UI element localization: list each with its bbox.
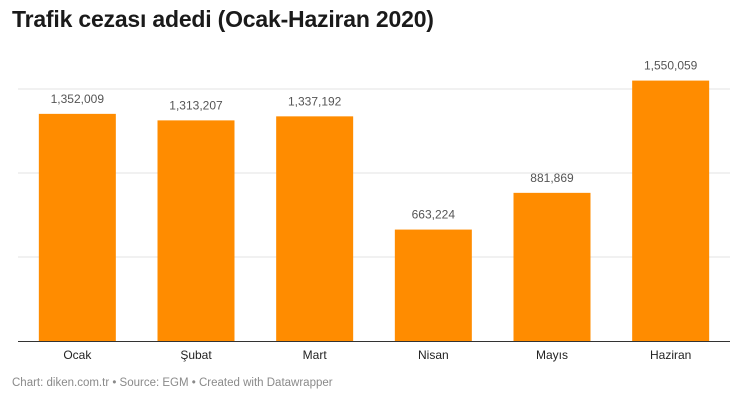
bar-5 (632, 80, 710, 341)
chart-title: Trafik cezası adedi (Ocak-Haziran 2020) (12, 6, 434, 32)
bars (38, 80, 710, 341)
bar-0 (38, 113, 116, 341)
category-labels: Ocak Şubat Mart Nisan Mayıs Haziran (63, 348, 691, 362)
bar-2 (276, 116, 354, 341)
value-label: 663,224 (412, 208, 456, 222)
gridlines (18, 88, 730, 258)
chart-footer: Chart: diken.com.tr • Source: EGM • Crea… (12, 377, 333, 389)
bar-4 (513, 192, 591, 341)
category-label: Haziran (650, 348, 691, 362)
category-label: Şubat (180, 348, 212, 362)
bar-3 (394, 229, 472, 341)
category-label: Mayıs (536, 348, 568, 362)
value-labels: 1,352,009 1,313,207 1,337,192 663,224 881,86… (51, 59, 698, 222)
category-label: Mart (303, 348, 328, 362)
bar-1 (157, 120, 235, 341)
value-label: 1,550,059 (644, 59, 698, 73)
category-label: Nisan (418, 348, 449, 362)
value-label: 1,352,009 (51, 92, 105, 106)
category-label: Ocak (63, 348, 92, 362)
value-label: 1,337,192 (288, 94, 342, 108)
value-label: 1,313,207 (169, 98, 223, 112)
value-label: 881,869 (530, 171, 574, 185)
